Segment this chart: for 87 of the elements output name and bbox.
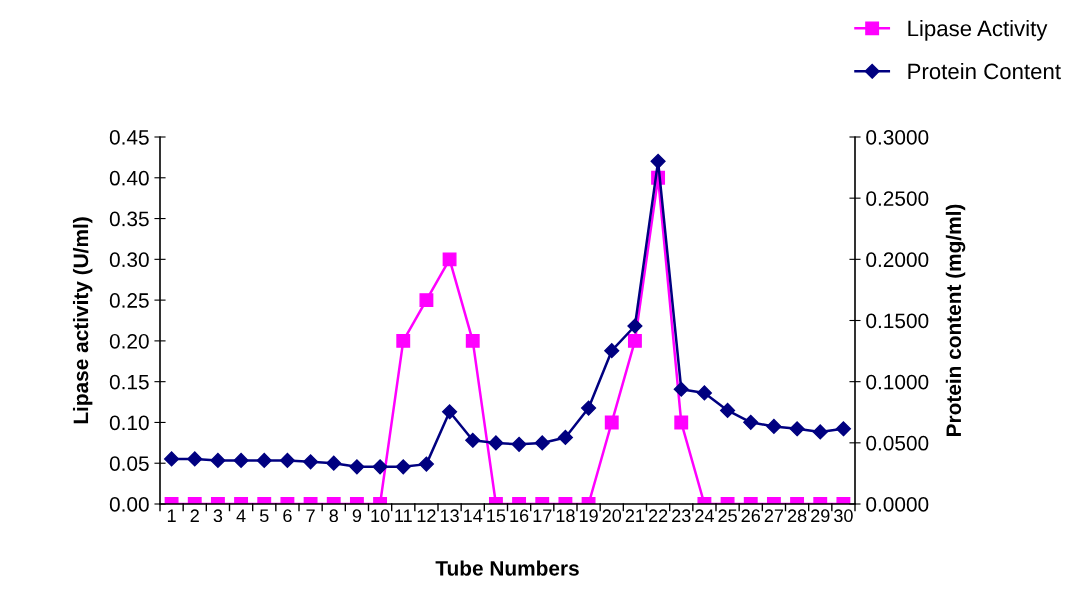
- x-axis-title: Tube Numbers: [435, 560, 579, 576]
- point: [627, 333, 642, 348]
- y-tick-label: 0.45: [109, 130, 149, 145]
- x-tick-label: 28: [787, 509, 807, 523]
- point: [349, 459, 365, 475]
- x-tick-label: 4: [236, 509, 246, 522]
- y-tick-label: 0.15: [109, 374, 149, 390]
- point: [442, 404, 458, 420]
- point: [604, 343, 620, 359]
- x-tick-label: 10: [371, 509, 390, 523]
- point: [812, 424, 828, 440]
- x-tick-label: 21: [625, 509, 645, 522]
- x-tick-label: 9: [352, 509, 362, 523]
- y-tick-label: 0.40: [109, 170, 149, 186]
- x-tick-label: 12: [417, 509, 436, 522]
- point: [187, 451, 203, 467]
- x-tick-label: 17: [533, 509, 552, 522]
- x-tick-label: 13: [440, 509, 459, 523]
- point: [418, 456, 434, 472]
- x-tick-label: 3: [213, 509, 223, 523]
- point: [210, 452, 226, 469]
- y2-tick-label: 0.0500: [866, 435, 929, 451]
- y-tick-label: 0.20: [109, 333, 149, 349]
- x-tick-label: 26: [741, 509, 760, 523]
- point: [326, 455, 342, 471]
- legend-label: Protein Content: [908, 62, 1061, 80]
- point: [372, 459, 388, 475]
- point: [789, 421, 805, 437]
- point: [511, 436, 527, 452]
- point: [465, 432, 481, 448]
- x-tick-label: 23: [672, 509, 691, 523]
- point: [303, 454, 319, 470]
- point: [395, 459, 411, 475]
- point: [488, 435, 504, 451]
- point: [650, 153, 666, 169]
- x-tick-label: 29: [811, 509, 830, 523]
- point: [743, 414, 759, 430]
- y2-tick-label: 0.1000: [866, 374, 929, 390]
- x-tick-label: 14: [464, 509, 483, 522]
- x-tick-label: 19: [579, 509, 598, 523]
- point: [442, 252, 457, 267]
- x-tick-label: 22: [648, 509, 668, 522]
- point: [557, 429, 573, 446]
- x-tick-label: 18: [556, 509, 575, 523]
- y2-tick-label: 0.2500: [866, 191, 929, 206]
- point: [673, 381, 689, 397]
- y2-axis-title: Protein content (mg/ml): [945, 204, 966, 436]
- x-tick-label: 11: [395, 509, 412, 522]
- point: [696, 385, 712, 401]
- y-tick-label: 0.25: [109, 293, 149, 308]
- x-tick-label: 16: [510, 509, 529, 523]
- x-tick-label: 15: [487, 509, 506, 523]
- legend-label: Lipase Activity: [908, 20, 1048, 41]
- x-tick-label: 20: [602, 509, 622, 523]
- y-axis-title: Lipase activity (U/ml): [72, 217, 93, 424]
- point: [581, 400, 597, 416]
- point: [534, 435, 550, 451]
- x-tick-label: 27: [764, 509, 784, 522]
- x-tick-label: 24: [695, 509, 714, 522]
- point: [164, 451, 180, 467]
- x-tick-label: 8: [329, 509, 338, 523]
- point: [279, 452, 295, 469]
- y-tick-label: 0.35: [109, 211, 149, 227]
- point: [419, 293, 434, 308]
- x-tick-label: 25: [718, 509, 737, 523]
- y-tick-label: 0.05: [109, 456, 149, 471]
- point: [835, 421, 851, 437]
- point: [233, 452, 249, 469]
- y2-tick-label: 0.3000: [866, 130, 929, 145]
- y-tick-label: 0.00: [109, 497, 149, 512]
- point: [465, 333, 480, 348]
- x-tick-label: 2: [190, 509, 199, 522]
- y2-tick-label: 0.1500: [866, 313, 929, 329]
- x-tick-label: 6: [283, 509, 292, 523]
- x-tick-label: 7: [306, 509, 315, 522]
- x-tick-label: 30: [834, 509, 853, 523]
- y-tick-label: 0.30: [109, 252, 149, 268]
- x-tick-label: 5: [259, 509, 269, 523]
- point: [766, 418, 782, 435]
- point: [627, 318, 643, 334]
- y2-tick-label: 0.0000: [866, 497, 929, 512]
- point: [396, 333, 411, 348]
- point: [256, 452, 272, 469]
- point: [720, 402, 736, 418]
- y2-tick-label: 0.2000: [866, 252, 929, 268]
- x-tick-label: 1: [167, 509, 176, 522]
- y-tick-label: 0.10: [109, 415, 149, 431]
